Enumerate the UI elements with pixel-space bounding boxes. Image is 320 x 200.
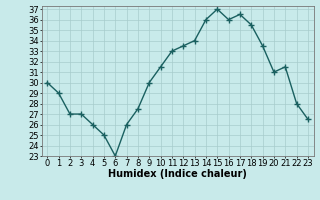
X-axis label: Humidex (Indice chaleur): Humidex (Indice chaleur)	[108, 169, 247, 179]
